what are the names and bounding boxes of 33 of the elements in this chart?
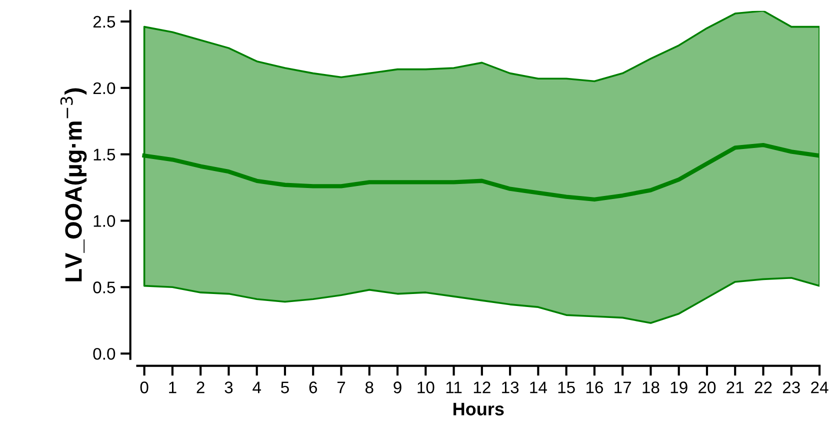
x-tick-label: 13 [502,382,519,394]
y-tick-label: 1.5 [94,148,116,161]
x-tick-label: 14 [530,382,547,394]
y-tick-label: 0.5 [93,282,116,294]
y-axis-title: LV_OOA(μg·m$^{−3}$) [60,88,87,282]
x-tick-label: 0 [140,382,148,394]
x-tick-label: 15 [558,382,575,394]
x-tick-label: 2 [196,382,204,394]
x-tick-label: 24 [811,382,828,394]
x-tick-label: 19 [670,382,688,394]
x-tick-label: 6 [309,382,318,394]
x-tick-label: 12 [474,382,490,394]
x-tick-label: 10 [418,382,434,394]
x-tick-label: 17 [614,382,632,394]
x-tick-label: 7 [337,382,346,394]
y-tick-label: 2.0 [93,82,116,94]
y-tick-label: 2.5 [93,16,116,28]
x-tick-label: 22 [754,382,772,394]
y-tick-label: 0.0 [93,348,116,360]
x-tick-label: 21 [726,382,744,394]
x-tick-label: 11 [446,382,462,394]
x-tick-label: 5 [281,382,289,394]
x-tick-label: 18 [642,382,660,394]
x-tick-label: 23 [782,382,800,394]
x-axis-title: Hours [454,402,504,416]
y-tick-label: 1.0 [94,215,116,227]
x-tick-label: 1 [169,382,176,394]
x-tick-label: 16 [586,382,603,394]
x-tick-label: 8 [365,382,374,394]
x-tick-label: 20 [698,382,716,394]
x-tick-label: 3 [224,382,233,394]
x-tick-label: 9 [394,382,402,394]
x-tick-label: 4 [252,382,261,394]
